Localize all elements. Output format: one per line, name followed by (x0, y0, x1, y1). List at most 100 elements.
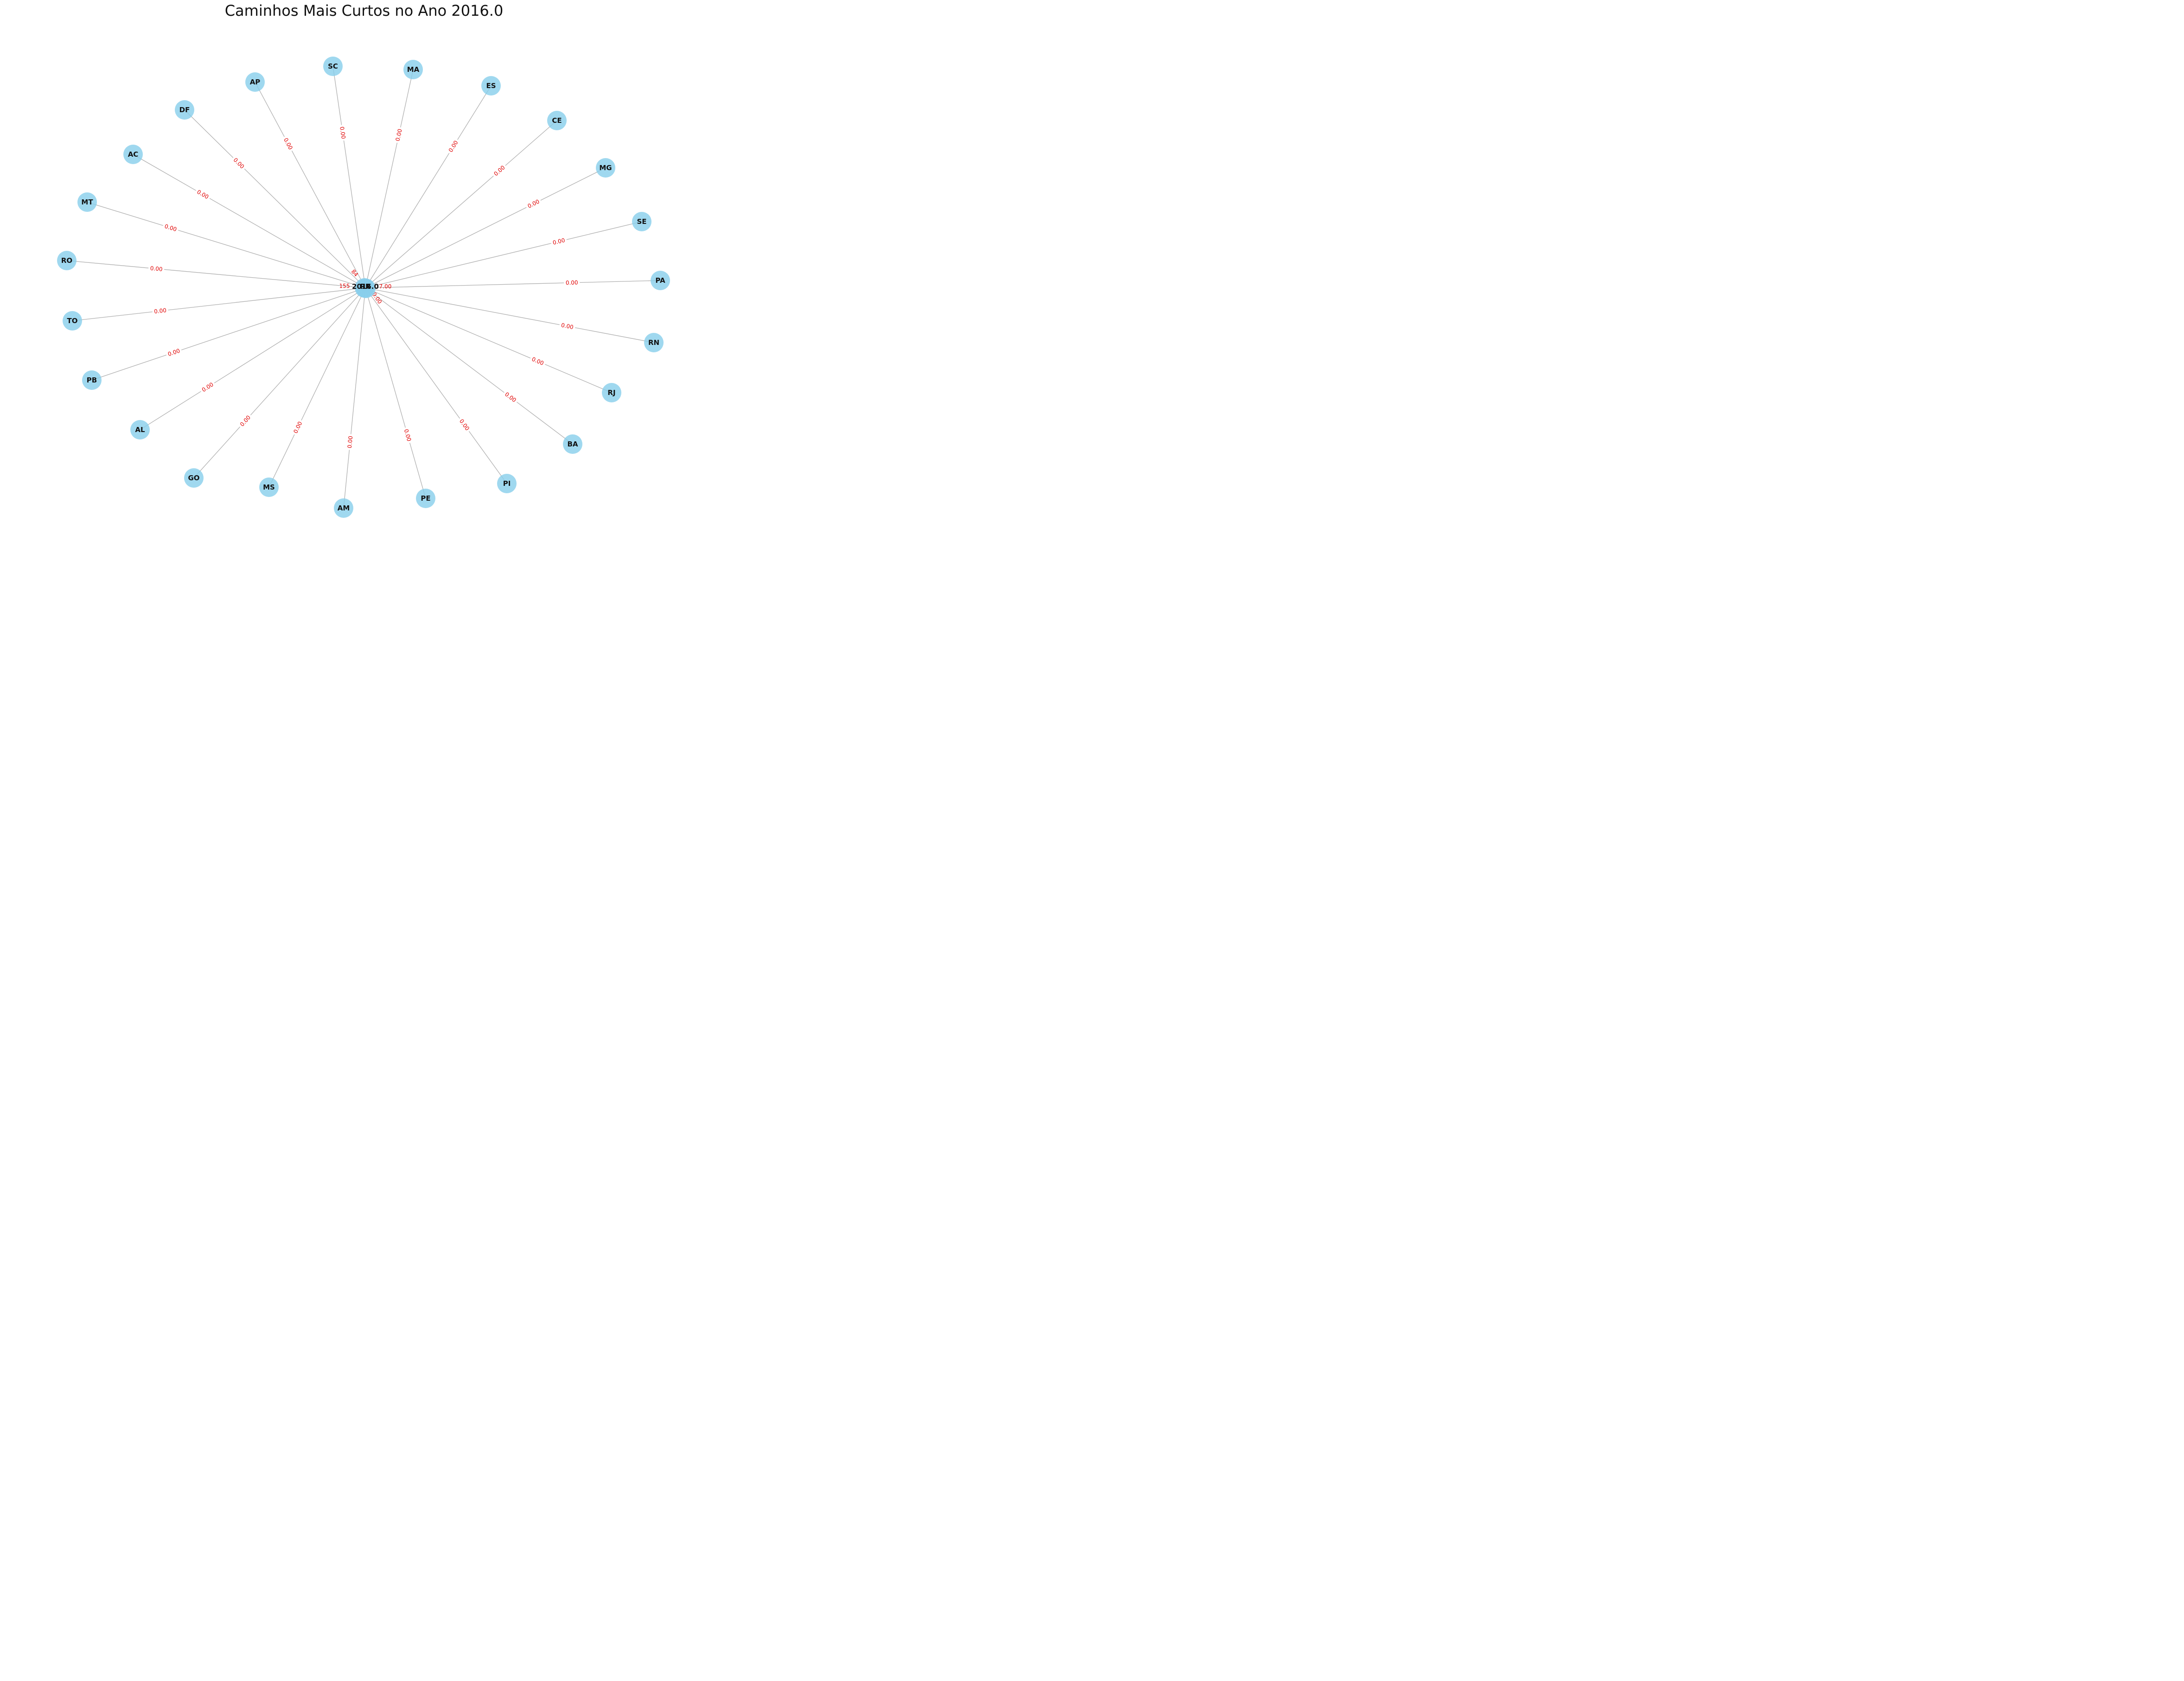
node-SE: SE (632, 212, 651, 231)
node-circle (334, 498, 353, 518)
edge-RR-MT (87, 202, 366, 288)
edge-label-PE: 0.00 (402, 427, 414, 444)
edge-label-SE: 0.00 (550, 236, 568, 247)
node-label: AC (128, 150, 139, 159)
edge-RR-PI (365, 287, 507, 484)
edge-RR-DF (184, 109, 366, 288)
edge-label-PA: 0.00 (564, 279, 580, 287)
node-label: AM (338, 504, 350, 512)
edge-label-TO: 0.00 (152, 306, 169, 316)
node-PI: PI (497, 474, 517, 493)
edge-RR-MS (268, 287, 366, 488)
svg-text:0.00: 0.00 (394, 128, 403, 142)
node-AM: AM (334, 498, 353, 518)
node-MA: MA (403, 60, 423, 79)
edges-layer (66, 66, 661, 509)
node-label: TO (67, 317, 78, 325)
edge-label-RO: 0.00 (148, 264, 165, 274)
edge-RR-RN (365, 287, 654, 343)
svg-text:0.00: 0.00 (154, 307, 167, 315)
edge-label-PB: 0.00 (165, 346, 183, 359)
edge-label-CE: 0.00 (491, 163, 508, 179)
network-graph: 0.00 0.00 0.00 0.00 0.00 0.00 0.00 0.00 0.00 0.00… (57, 57, 670, 518)
edge-RR-AM (343, 287, 366, 509)
node-circle (651, 271, 670, 290)
node-circle (57, 251, 77, 270)
node-circle (563, 434, 582, 454)
node-circle (123, 145, 143, 164)
node-circle (602, 383, 621, 402)
node-circle (323, 57, 343, 76)
node-label: AL (135, 426, 145, 434)
edge-RR-RJ (365, 287, 612, 393)
node-circle (596, 158, 615, 178)
node-label: RO (61, 256, 72, 265)
node-AC: AC (123, 145, 143, 164)
hub-year-label: 2016.0 (352, 282, 379, 291)
node-circle (245, 72, 265, 92)
node-circle (175, 100, 194, 120)
node-circle (356, 279, 376, 298)
edge-label-MG: 0.00 (524, 197, 543, 211)
edge-label-RJ: 0.00 (529, 355, 547, 368)
node-circle (63, 311, 82, 331)
edge-label-SC: 0.00 (338, 124, 348, 141)
node-label: BA (567, 440, 578, 448)
node-circle (416, 489, 435, 508)
node-CE: CE (547, 111, 567, 130)
edge-RR-AP (255, 82, 366, 288)
node-label: MA (407, 65, 420, 74)
chart-title: Caminhos Mais Curtos no Ano 2016.0 (224, 2, 504, 19)
node-label: SC (328, 62, 338, 70)
node-DF: DF (175, 100, 194, 120)
node-circle (130, 420, 150, 439)
node-circle (259, 478, 279, 497)
svg-text:0.00: 0.00 (552, 237, 566, 246)
node-RO: RO (57, 251, 77, 270)
node-label: ES (486, 82, 496, 90)
node-PE: PE (416, 489, 435, 508)
node-circle (644, 333, 664, 352)
edge-label-AM: 0.00 (345, 433, 355, 451)
node-circle (77, 192, 97, 212)
node-SC: SC (323, 57, 343, 76)
node-label: PE (421, 494, 430, 503)
node-label: AP (250, 78, 261, 86)
node-circle (481, 76, 501, 96)
node-circle (403, 60, 423, 79)
node-circle (82, 370, 102, 390)
edge-RR-SE (365, 221, 642, 288)
hub-node-label: RR (360, 282, 371, 291)
node-label: RN (648, 338, 659, 347)
node-MG: MG (596, 158, 615, 178)
edge-RR-PE (365, 287, 426, 499)
edge-label-AL: 0.00 (199, 380, 217, 395)
node-label: SE (637, 217, 646, 226)
svg-text:0.00: 0.00 (566, 279, 578, 286)
node-MS: MS (259, 478, 279, 497)
edge-RR-RO (66, 260, 366, 288)
node-label: PA (655, 276, 665, 285)
node-label: RJ (607, 388, 615, 397)
svg-text:0.00: 0.00 (561, 322, 574, 331)
edge-RR-AL (140, 287, 366, 430)
edge-RR-GO (193, 287, 366, 478)
node-PB: PB (82, 370, 102, 390)
node-BA: BA (563, 434, 582, 454)
node-RN: RN (644, 333, 664, 352)
network-figure: Caminhos Mais Curtos no Ano 2016.0 0.00 0… (0, 0, 728, 560)
node-AL: AL (130, 420, 150, 439)
node-RJ: RJ (602, 383, 621, 402)
edge-RR-PA (365, 280, 661, 288)
node-label: PB (87, 376, 97, 384)
node-MT: MT (77, 192, 97, 212)
node-ES: ES (481, 76, 501, 96)
edge-RR-BA (365, 287, 573, 445)
edge-RR-SC (332, 66, 366, 288)
edge-label-AP: 0.00 (281, 135, 295, 153)
node-label: DF (179, 106, 190, 114)
node-label: MG (599, 164, 612, 172)
node-label: PI (503, 479, 511, 488)
edge-label-MT: 0.00 (162, 222, 179, 234)
